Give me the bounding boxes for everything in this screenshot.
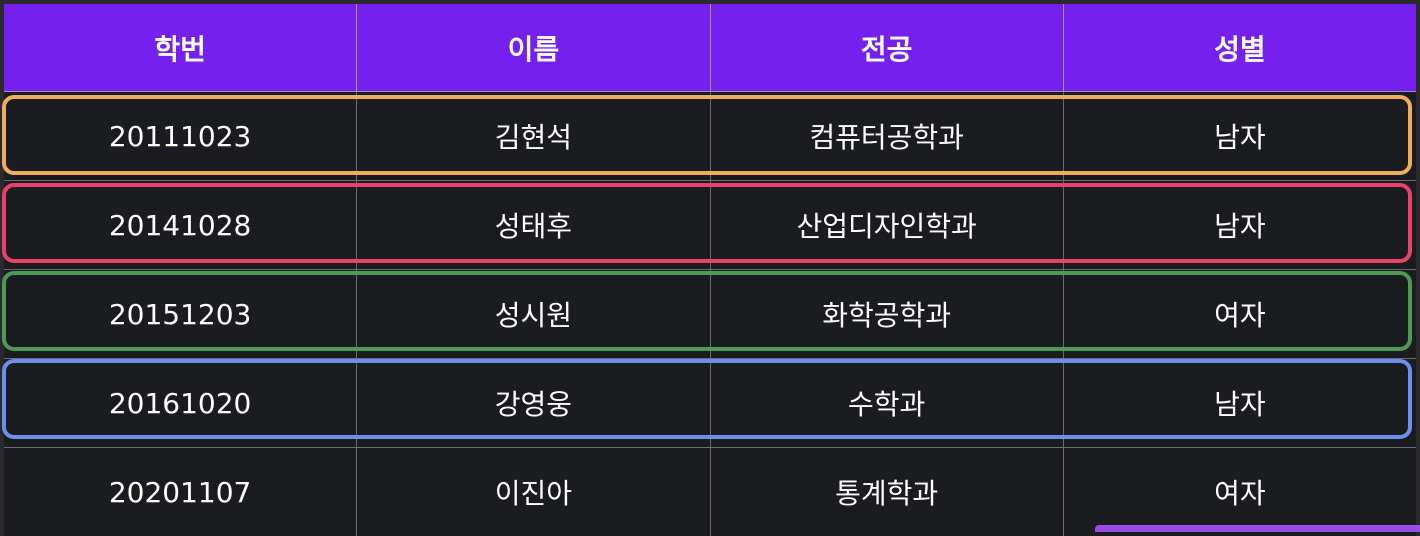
column-header-name: 이름 xyxy=(356,4,709,91)
column-header-student-id: 학번 xyxy=(154,32,206,66)
cell-name: 이진아 xyxy=(356,448,709,536)
bottom-accent-tab xyxy=(1095,525,1420,532)
cell-major: 화학공학과 xyxy=(709,270,1063,358)
cell-name: 김현석 xyxy=(356,92,709,180)
cell-student-id: 20161020 xyxy=(108,386,252,420)
cell-major: 산업디자인학과 xyxy=(709,181,1063,269)
student-table: 학번 이름 전공 성별 20111023 김현석 컴퓨터공학과 남자 20141… xyxy=(4,4,1416,536)
table-row: 20151203 성시원 화학공학과 여자 xyxy=(4,270,1416,359)
cell-gender: 여자 xyxy=(1062,270,1416,358)
cell-student-id: 20141028 xyxy=(108,208,252,242)
table-row: 20111023 김현석 컴퓨터공학과 남자 xyxy=(4,92,1416,181)
table-row: 20201107 이진아 통계학과 여자 xyxy=(4,448,1416,536)
cell-gender: 남자 xyxy=(1062,181,1416,269)
table-row: 20161020 강영웅 수학과 남자 xyxy=(4,359,1416,448)
cell-major: 컴퓨터공학과 xyxy=(709,92,1063,180)
cell-gender: 여자 xyxy=(1062,448,1416,536)
table-header-row: 학번 이름 전공 성별 xyxy=(4,4,1416,92)
cell-name: 강영웅 xyxy=(356,359,709,447)
column-header-gender: 성별 xyxy=(1062,4,1416,91)
cell-major: 통계학과 xyxy=(709,448,1063,536)
cell-name: 성시원 xyxy=(356,270,709,358)
cell-name: 성태후 xyxy=(356,181,709,269)
cell-student-id: 20111023 xyxy=(108,119,252,153)
cell-student-id: 20151203 xyxy=(108,297,252,331)
cell-major: 수학과 xyxy=(709,359,1063,447)
table-row: 20141028 성태후 산업디자인학과 남자 xyxy=(4,181,1416,270)
cell-student-id: 20201107 xyxy=(108,475,252,509)
cell-gender: 남자 xyxy=(1062,359,1416,447)
cell-gender: 남자 xyxy=(1062,92,1416,180)
column-header-major: 전공 xyxy=(709,4,1063,91)
